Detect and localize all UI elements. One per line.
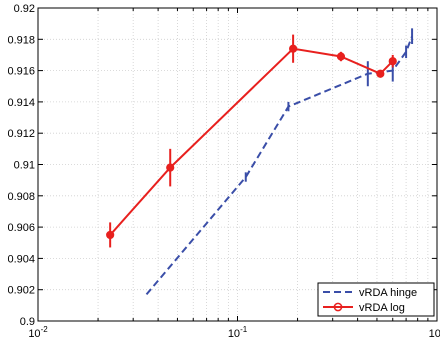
- x-tick-label: 10-2: [28, 325, 48, 340]
- y-tick-label: 0.902: [7, 285, 35, 297]
- legend-label: vRDA log: [359, 302, 405, 314]
- data-point: [289, 44, 298, 53]
- y-tick-label: 0.9: [20, 316, 35, 328]
- grid: [38, 8, 437, 321]
- data-point: [376, 69, 385, 78]
- y-tick-label: 0.91: [14, 160, 35, 172]
- y-tick-label: 0.92: [14, 3, 35, 15]
- y-tick-label: 0.914: [7, 97, 35, 109]
- legend-marker: [333, 302, 343, 312]
- y-tick-label: 0.916: [7, 66, 35, 78]
- series-1: [106, 34, 397, 248]
- data-point: [166, 163, 175, 172]
- data-point: [336, 52, 346, 61]
- y-tick-label: 0.904: [7, 253, 35, 265]
- data-point: [388, 57, 397, 66]
- y-tick-label: 0.912: [7, 128, 35, 140]
- data-point: [106, 230, 115, 240]
- legend: vRDA hinge vRDA log: [317, 282, 435, 317]
- y-tick-label: 0.908: [7, 191, 35, 203]
- y-tick-label: 0.918: [7, 34, 35, 46]
- legend-label: vRDA hinge: [359, 287, 417, 299]
- x-tick-label: 100: [429, 325, 440, 340]
- x-tick-label: 10-1: [228, 325, 248, 340]
- y-tick-label: 0.906: [7, 222, 35, 234]
